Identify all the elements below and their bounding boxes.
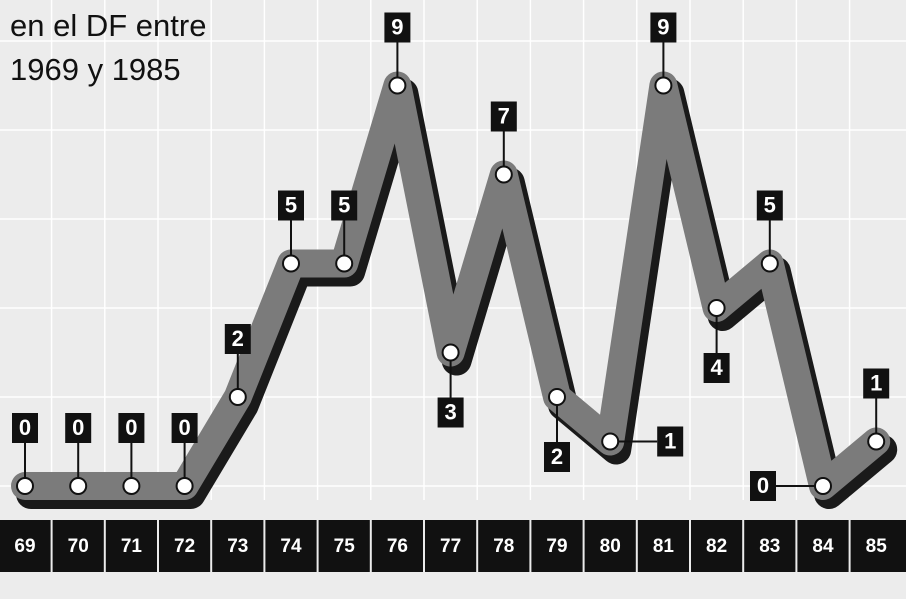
point	[175, 477, 194, 495]
category-cell	[691, 520, 743, 572]
point	[228, 388, 247, 406]
value-label: 5	[338, 192, 350, 217]
x-tick-label: 83	[759, 536, 780, 557]
x-tick-label: 84	[812, 536, 834, 557]
point	[548, 388, 566, 406]
category-cell	[0, 520, 51, 572]
point	[867, 432, 886, 451]
value-label-box	[756, 190, 783, 221]
x-tick-label: 74	[280, 536, 302, 557]
point	[760, 254, 779, 273]
value-label: 0	[72, 415, 84, 440]
point	[654, 76, 673, 95]
category-cell	[531, 520, 583, 572]
category-cell	[637, 520, 689, 572]
category-cell	[425, 520, 477, 572]
value-label: 5	[285, 192, 297, 217]
value-label: 9	[657, 14, 669, 39]
category-cell	[159, 520, 211, 572]
value-label: 0	[757, 473, 769, 498]
x-tick-label: 80	[600, 536, 621, 557]
category-cell	[265, 520, 317, 572]
value-label-box	[544, 442, 570, 472]
point	[16, 477, 34, 495]
x-tick-label: 72	[174, 536, 195, 557]
chart-title: en el DF entre	[10, 8, 206, 43]
value-label: 0	[178, 415, 190, 440]
x-tick-label: 79	[546, 536, 567, 557]
value-label-box	[278, 190, 304, 221]
category-cell	[584, 520, 636, 572]
point	[814, 477, 832, 495]
value-label-box	[650, 12, 677, 43]
value-label-box	[65, 413, 92, 443]
x-tick-label: 69	[14, 536, 35, 557]
chart-title: 1969 y 1985	[10, 52, 181, 87]
value-label: 1	[870, 370, 882, 395]
x-tick-label: 85	[866, 536, 888, 557]
value-label: 4	[710, 355, 723, 380]
category-cell	[797, 520, 849, 572]
x-tick-label: 75	[334, 536, 356, 557]
point	[388, 76, 407, 95]
point	[441, 343, 460, 362]
category-cell	[850, 520, 906, 572]
category-cell	[52, 520, 104, 572]
value-label-box	[750, 471, 776, 501]
x-tick-label: 82	[706, 536, 727, 557]
value-label-box	[384, 12, 411, 43]
category-cell	[212, 520, 264, 572]
category-cell	[105, 520, 157, 572]
value-label: 0	[125, 415, 137, 440]
value-label: 5	[764, 192, 776, 217]
value-label-box	[12, 413, 38, 443]
x-tick-label: 73	[227, 536, 248, 557]
value-label: 7	[498, 103, 510, 128]
category-cell	[478, 520, 530, 572]
value-label-box	[224, 324, 251, 354]
value-label: 1	[664, 428, 676, 453]
x-tick-label: 77	[440, 536, 461, 557]
value-label-box	[331, 190, 358, 221]
x-tick-label: 78	[493, 536, 514, 557]
value-label-box	[657, 426, 684, 457]
value-label-box	[863, 368, 890, 399]
value-label-box	[171, 413, 198, 443]
value-label: 2	[232, 326, 244, 351]
x-tick-label: 76	[387, 536, 408, 557]
point	[282, 254, 300, 273]
value-label-box	[118, 413, 145, 443]
point	[601, 432, 620, 451]
value-label: 3	[444, 399, 456, 424]
value-label: 2	[551, 444, 563, 469]
category-cell	[744, 520, 796, 572]
point	[69, 477, 88, 495]
point	[494, 165, 513, 184]
x-tick-label: 70	[68, 536, 89, 557]
value-label-box	[703, 353, 730, 383]
category-cell	[318, 520, 370, 572]
point	[122, 477, 141, 495]
x-tick-label: 71	[121, 536, 143, 557]
category-cell	[371, 520, 423, 572]
point	[707, 299, 726, 317]
x-tick-label: 81	[653, 536, 675, 557]
value-label: 9	[391, 14, 403, 39]
value-label-box	[490, 101, 517, 132]
point	[335, 254, 354, 273]
value-label: 0	[19, 415, 31, 440]
value-label-box	[437, 397, 464, 428]
